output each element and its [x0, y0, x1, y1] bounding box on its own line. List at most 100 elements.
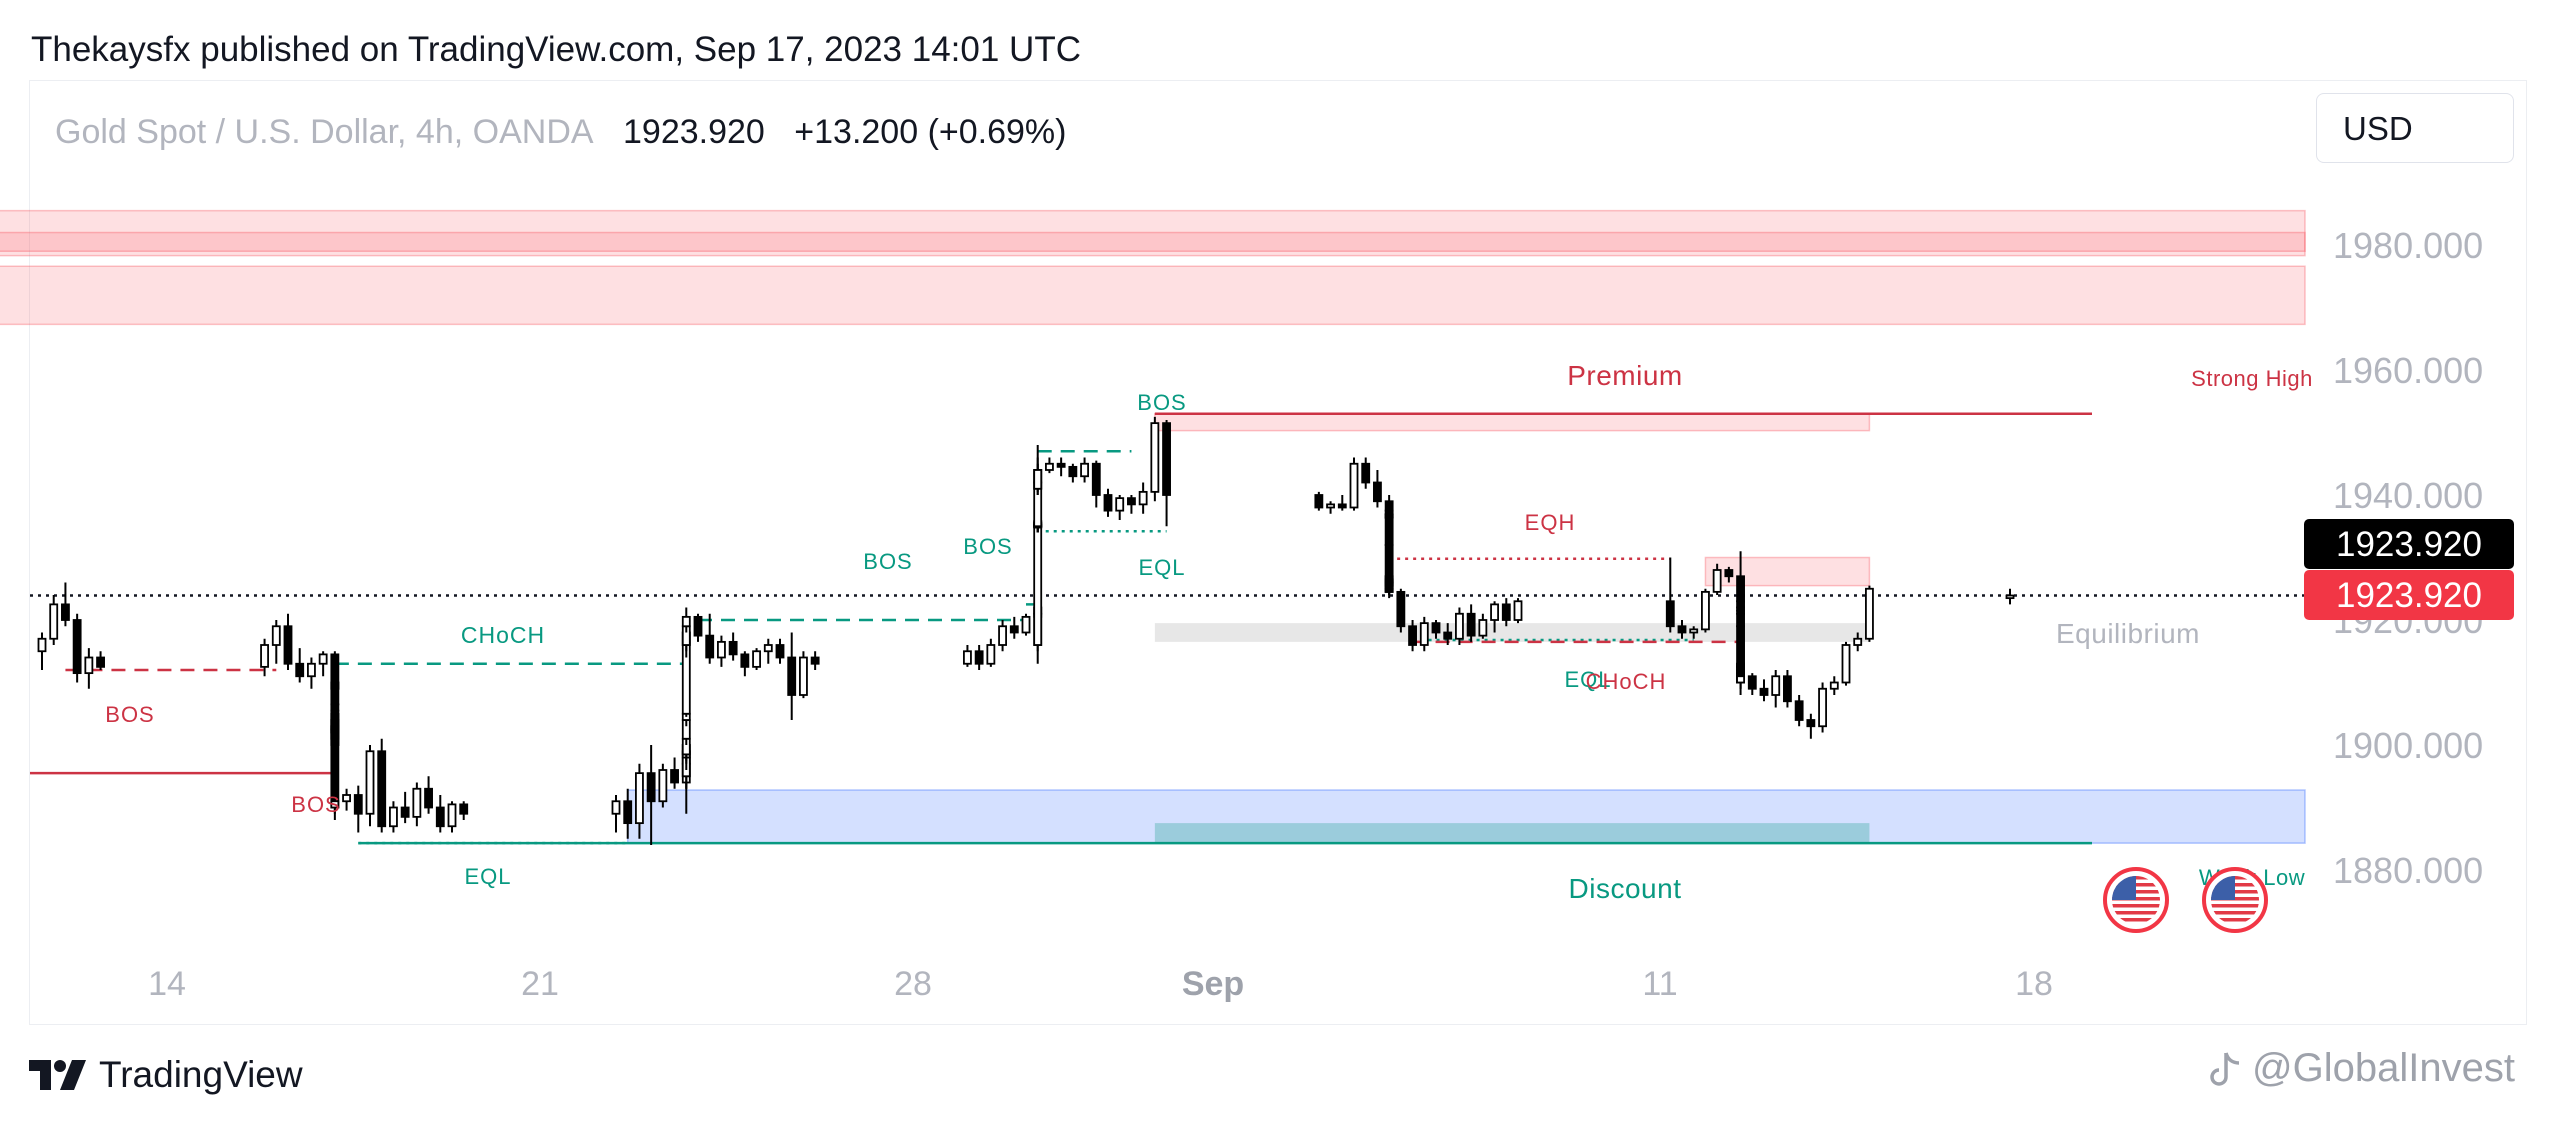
- candle-body[interactable]: [295, 662, 305, 678]
- candle-body[interactable]: [763, 644, 773, 653]
- candle-body[interactable]: [1115, 497, 1125, 512]
- candle-body[interactable]: [1747, 675, 1757, 690]
- candle-body[interactable]: [1326, 503, 1335, 509]
- candle-body[interactable]: [318, 653, 328, 665]
- candle-body[interactable]: [1419, 622, 1429, 646]
- candle-body[interactable]: [998, 625, 1007, 646]
- candle-body[interactable]: [459, 803, 469, 815]
- candle-body[interactable]: [1724, 569, 1734, 578]
- candle-body[interactable]: [72, 619, 82, 675]
- candle-body[interactable]: [635, 772, 644, 825]
- candle-body[interactable]: [611, 800, 621, 815]
- candle-body[interactable]: [1080, 462, 1089, 478]
- candle-body[interactable]: [1712, 569, 1722, 593]
- candle-body[interactable]: [307, 662, 316, 678]
- candle-body[interactable]: [1396, 590, 1406, 628]
- candle-body[interactable]: [1431, 622, 1441, 634]
- currency-button[interactable]: USD: [2316, 93, 2514, 163]
- candle-body[interactable]: [670, 769, 679, 784]
- candle-body[interactable]: [787, 656, 797, 696]
- candle-body[interactable]: [1349, 462, 1359, 509]
- candle-body[interactable]: [1771, 675, 1781, 696]
- candle-body[interactable]: [1384, 587, 1394, 593]
- candle-body[interactable]: [810, 656, 820, 665]
- candle-body[interactable]: [1314, 494, 1324, 509]
- candle-body[interactable]: [775, 644, 785, 659]
- candle-body[interactable]: [1150, 422, 1160, 493]
- candle-body[interactable]: [1677, 625, 1687, 634]
- candle-body[interactable]: [1689, 628, 1699, 634]
- candle-body[interactable]: [974, 650, 984, 665]
- candle-body[interactable]: [424, 787, 433, 809]
- candle-body[interactable]: [96, 656, 105, 668]
- candle-body[interactable]: [658, 769, 668, 803]
- candle-body[interactable]: [1009, 625, 1019, 634]
- candle-body[interactable]: [963, 650, 972, 665]
- candle-body[interactable]: [1138, 490, 1148, 506]
- candle-body[interactable]: [1806, 719, 1816, 728]
- candle-body[interactable]: [377, 750, 387, 828]
- candle-body[interactable]: [1466, 612, 1476, 637]
- candle-body[interactable]: [1443, 631, 1453, 640]
- candle-body[interactable]: [271, 625, 281, 646]
- candle-body[interactable]: [646, 772, 656, 803]
- candle-body[interactable]: [1021, 615, 1031, 634]
- candle-body[interactable]: [435, 806, 445, 828]
- candle-body[interactable]: [342, 794, 351, 803]
- candle-body[interactable]: [1056, 462, 1066, 468]
- candle-body[interactable]: [37, 637, 47, 653]
- candle-body[interactable]: [84, 656, 94, 675]
- candle-body[interactable]: [283, 625, 293, 665]
- candle-body[interactable]: [1478, 619, 1488, 637]
- candle-body[interactable]: [1068, 465, 1078, 478]
- candle-body[interactable]: [1818, 687, 1827, 728]
- candle-body[interactable]: [365, 750, 375, 815]
- candle-body[interactable]: [1865, 587, 1874, 640]
- candle-body[interactable]: [412, 787, 422, 818]
- candle-body[interactable]: [705, 634, 715, 659]
- candle-body[interactable]: [1501, 603, 1511, 621]
- candle-body[interactable]: [1841, 644, 1851, 684]
- candle-body[interactable]: [389, 806, 398, 828]
- candle-body[interactable]: [623, 800, 633, 825]
- candle-body[interactable]: [693, 615, 703, 637]
- candle-body[interactable]: [1736, 675, 1745, 684]
- candle-body[interactable]: [1853, 637, 1863, 646]
- candle-body[interactable]: [1829, 681, 1839, 690]
- candle-body[interactable]: [1794, 700, 1804, 721]
- candle-body[interactable]: [681, 615, 691, 628]
- candle-body[interactable]: [1455, 612, 1464, 640]
- candle-body[interactable]: [1665, 600, 1675, 628]
- candle-body[interactable]: [1361, 462, 1371, 484]
- candle-body[interactable]: [1045, 462, 1054, 471]
- candle-body[interactable]: [2005, 594, 2015, 600]
- candle-body[interactable]: [752, 650, 761, 668]
- candle-body[interactable]: [717, 640, 726, 659]
- candle-body[interactable]: [260, 644, 269, 668]
- us-flag-icon[interactable]: [2202, 867, 2268, 933]
- us-flag-icon[interactable]: [2103, 867, 2169, 933]
- candle-body[interactable]: [1408, 625, 1417, 646]
- candle-body[interactable]: [353, 794, 363, 815]
- candle-body[interactable]: [400, 806, 410, 818]
- candle-body[interactable]: [61, 603, 70, 621]
- candle-body[interactable]: [986, 644, 996, 665]
- candle-body[interactable]: [1513, 600, 1523, 621]
- candle-body[interactable]: [49, 603, 59, 640]
- candle-body[interactable]: [447, 803, 457, 828]
- candle-body[interactable]: [1490, 603, 1499, 621]
- candle-body[interactable]: [1759, 687, 1769, 696]
- candle-body[interactable]: [330, 800, 340, 809]
- candle-body[interactable]: [1337, 503, 1347, 509]
- candle-body[interactable]: [1103, 494, 1113, 512]
- candle-body[interactable]: [1033, 469, 1043, 490]
- candle-body[interactable]: [1384, 517, 1394, 546]
- candle-body[interactable]: [1701, 590, 1710, 631]
- candle-body[interactable]: [1127, 497, 1136, 506]
- candle-body[interactable]: [728, 640, 738, 656]
- candle-body[interactable]: [1783, 675, 1792, 703]
- candle-body[interactable]: [1162, 422, 1171, 496]
- candle-body[interactable]: [740, 653, 750, 668]
- candle-body[interactable]: [799, 656, 808, 696]
